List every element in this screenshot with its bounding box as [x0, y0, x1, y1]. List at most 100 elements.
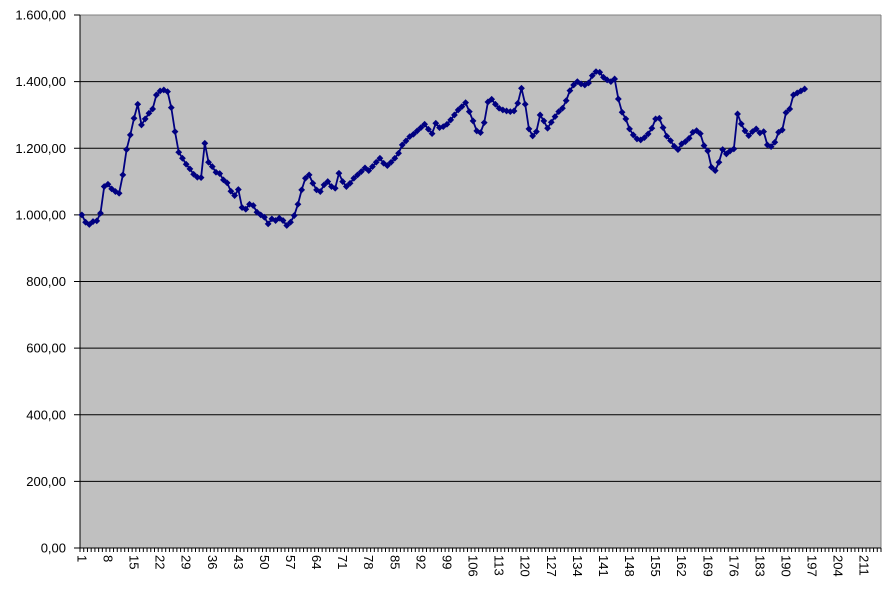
- data-point-marker: [465, 108, 473, 116]
- data-point-marker: [216, 170, 224, 177]
- data-point-marker: [562, 97, 570, 105]
- y-axis-tick-label: 600,00: [26, 341, 66, 356]
- data-point-marker: [324, 178, 332, 185]
- data-point-marker: [611, 75, 619, 83]
- data-point-marker: [305, 171, 313, 179]
- data-point-marker: [484, 98, 492, 106]
- data-point-marker: [78, 211, 86, 219]
- data-point-marker: [242, 205, 250, 213]
- data-point-marker: [704, 147, 712, 155]
- data-point-marker: [261, 213, 268, 221]
- data-point-marker: [138, 121, 145, 129]
- data-point-marker: [451, 111, 458, 119]
- data-point-marker: [387, 158, 395, 166]
- data-point-marker: [283, 222, 291, 229]
- data-point-marker: [629, 131, 637, 139]
- x-axis-tick-label: 162: [674, 555, 689, 577]
- data-point-marker: [391, 154, 399, 162]
- data-point-marker: [301, 174, 309, 182]
- data-point-marker: [760, 128, 768, 135]
- x-axis-tick-label: 141: [596, 555, 611, 577]
- data-point-marker: [294, 200, 302, 208]
- data-point-marker: [193, 173, 201, 181]
- data-point-marker: [771, 138, 779, 146]
- data-point-marker: [767, 143, 775, 150]
- x-axis-tick-label: 92: [413, 555, 428, 569]
- data-point-marker: [626, 125, 633, 133]
- y-axis-tick-label: 1.200,00: [15, 141, 66, 156]
- data-point-marker: [152, 91, 160, 99]
- data-point-marker: [722, 150, 730, 158]
- data-point-marker: [473, 127, 481, 135]
- data-point-marker: [309, 179, 317, 187]
- data-point-marker: [488, 95, 496, 103]
- data-point-marker: [711, 167, 719, 174]
- data-point-marker: [529, 132, 537, 140]
- data-point-marker: [398, 141, 406, 149]
- x-axis-tick-label: 148: [622, 555, 637, 577]
- data-point-marker: [458, 103, 466, 111]
- data-point-marker: [383, 162, 391, 169]
- data-point-marker: [551, 113, 559, 121]
- x-axis-tick-label: 106: [466, 555, 481, 577]
- data-point-marker: [659, 124, 667, 131]
- x-axis-tick-label: 176: [726, 555, 741, 577]
- data-point-marker: [130, 114, 138, 122]
- data-point-marker: [763, 141, 771, 149]
- data-point-marker: [331, 184, 339, 192]
- data-point-marker: [223, 179, 231, 187]
- data-point-marker: [614, 95, 622, 103]
- data-point-marker: [555, 108, 563, 116]
- data-point-marker: [279, 217, 287, 224]
- data-point-marker: [685, 134, 693, 142]
- data-point-marker: [462, 99, 469, 107]
- y-axis-tick-label: 200,00: [26, 474, 66, 489]
- data-point-marker: [111, 188, 119, 195]
- data-point-marker: [369, 163, 376, 170]
- x-axis-tick-label: 1: [74, 555, 89, 562]
- data-point-marker: [126, 131, 134, 139]
- data-point-marker: [123, 146, 130, 153]
- x-axis-tick-label: 211: [857, 555, 872, 576]
- data-point-marker: [186, 165, 194, 173]
- data-point-marker: [264, 220, 272, 228]
- x-axis-tick-label: 50: [257, 555, 272, 569]
- x-axis-tick-label: 183: [752, 555, 767, 577]
- data-point-marker: [596, 68, 604, 76]
- data-point-marker: [741, 127, 749, 135]
- x-axis-tick-label: 29: [179, 555, 194, 569]
- data-point-marker: [104, 180, 112, 188]
- data-point-marker: [801, 85, 809, 93]
- data-point-marker: [231, 192, 239, 199]
- data-point-marker: [320, 181, 328, 189]
- data-point-marker: [756, 129, 764, 137]
- data-point-marker: [354, 171, 361, 179]
- x-axis-tick-label: 36: [205, 555, 220, 569]
- data-point-marker: [540, 117, 548, 125]
- x-axis-tick-label: 78: [361, 555, 376, 569]
- data-point-marker: [272, 217, 279, 224]
- data-point-marker: [667, 137, 674, 144]
- data-point-marker: [424, 125, 432, 133]
- x-axis-tick-label: 197: [805, 555, 820, 577]
- x-axis-tick-label: 71: [335, 555, 350, 569]
- x-axis-tick-label: 99: [439, 555, 454, 569]
- x-axis-tick-label: 85: [387, 555, 402, 569]
- data-point-marker: [227, 187, 235, 195]
- data-point-marker: [532, 128, 540, 135]
- x-axis-tick-label: 15: [127, 555, 142, 569]
- x-axis-tick-label: 169: [700, 555, 715, 577]
- data-point-marker: [570, 81, 578, 89]
- data-point-marker: [410, 130, 417, 138]
- x-axis-tick-label: 134: [570, 555, 585, 577]
- data-point-marker: [134, 100, 142, 108]
- data-point-marker: [708, 163, 715, 171]
- data-point-marker: [585, 79, 592, 87]
- data-point-marker: [492, 100, 499, 108]
- data-point-marker: [521, 100, 529, 108]
- data-point-marker: [97, 209, 104, 217]
- data-point-marker: [182, 160, 190, 168]
- data-point-marker: [432, 119, 440, 127]
